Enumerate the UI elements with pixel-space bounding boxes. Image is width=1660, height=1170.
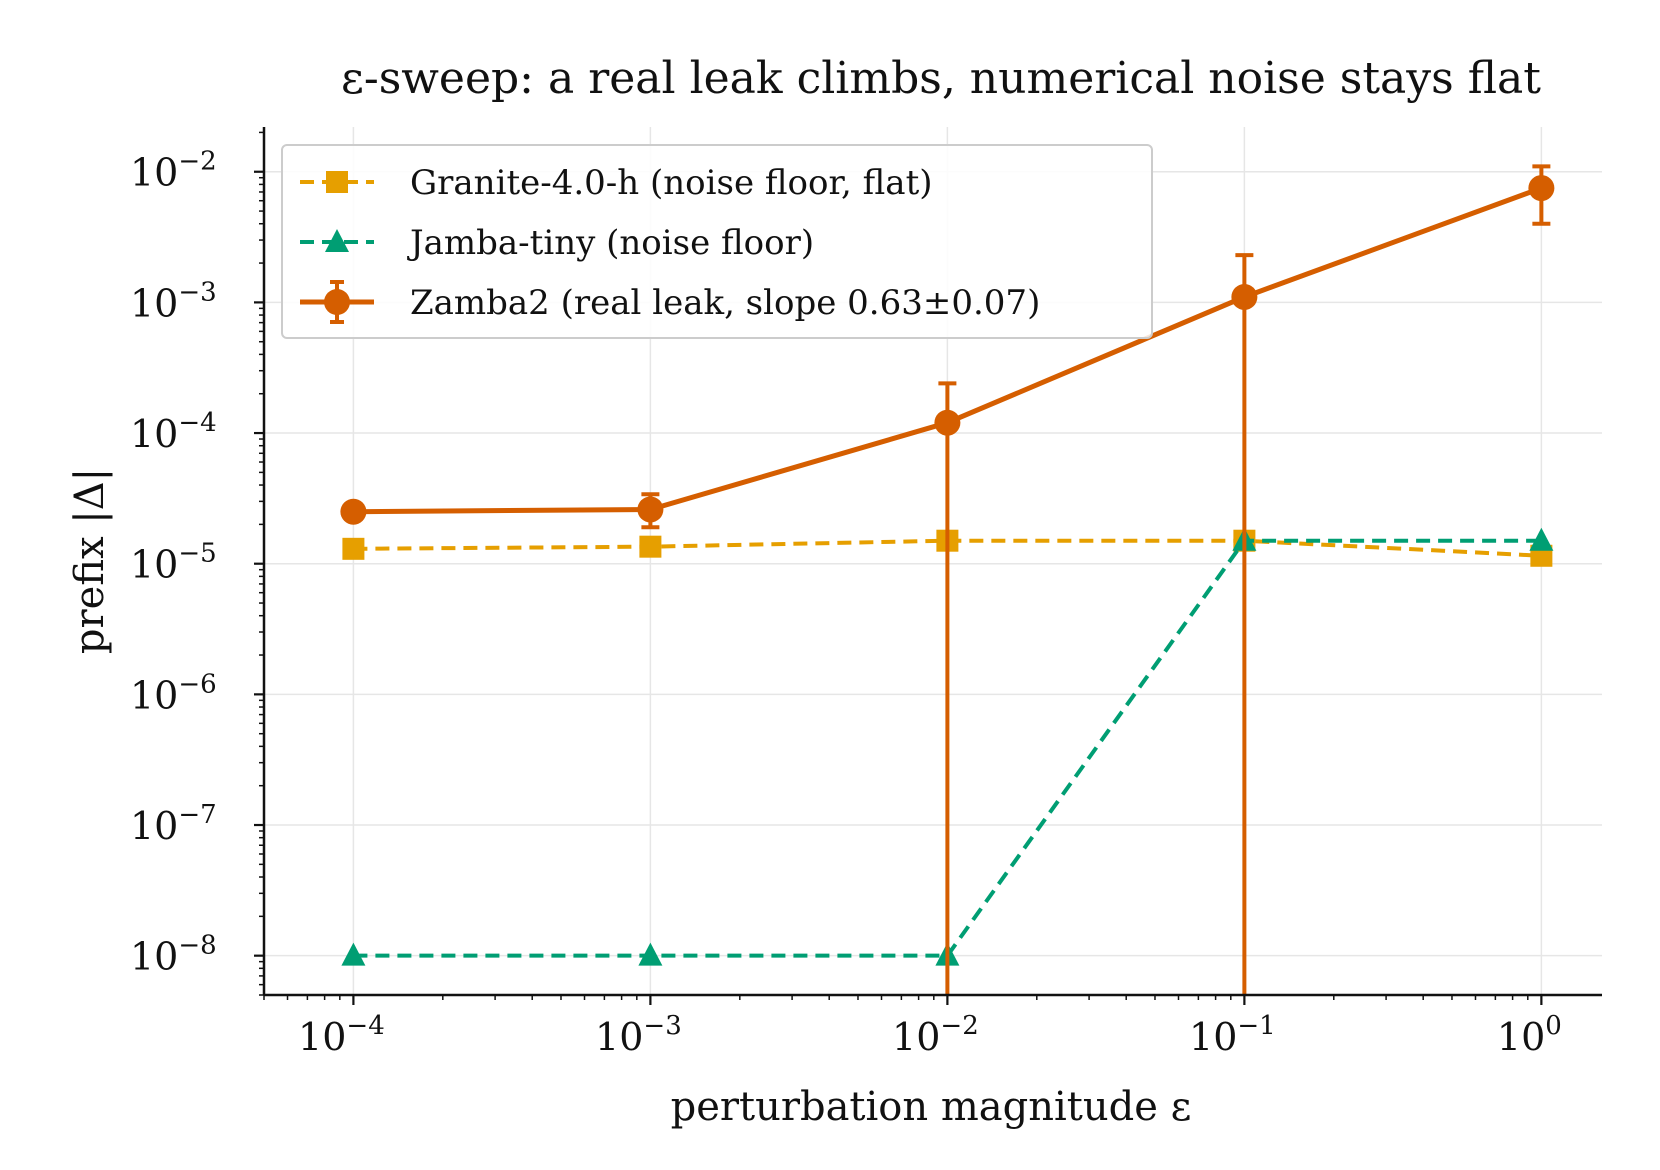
- y-tick-label: 10−6: [130, 669, 217, 717]
- data-point: [342, 537, 365, 560]
- data-point: [1529, 527, 1554, 551]
- data-point: [341, 942, 366, 966]
- legend: Granite-4.0-h (noise floor, flat) Jamba-t…: [281, 144, 1153, 339]
- legend-marker: [325, 229, 349, 252]
- data-point: [637, 496, 664, 523]
- y-tick-label: 10−5: [130, 539, 217, 587]
- data-point: [639, 535, 662, 558]
- legend-label: Zamba2 (real leak, slope 0.63±0.07): [410, 283, 1040, 323]
- legend-item: Granite-4.0-h (noise floor, flat): [300, 163, 933, 203]
- x-tick-label: 10−2: [892, 1011, 979, 1059]
- data-point: [340, 498, 367, 525]
- x-axis-label: perturbation magnitude ε: [671, 1084, 1192, 1130]
- data-point: [934, 409, 961, 436]
- y-tick-label: 10−8: [130, 931, 217, 979]
- y-tick-label: 10−4: [130, 408, 217, 456]
- data-point: [1231, 283, 1258, 310]
- series-layer: [340, 164, 1555, 995]
- chart-title: ε-sweep: a real leak climbs, numerical n…: [341, 53, 1541, 104]
- legend-label: Jamba-tiny (noise floor): [407, 223, 814, 263]
- y-tick-label: 10−7: [130, 800, 217, 848]
- series-zamba2: [340, 164, 1555, 995]
- data-point: [1528, 175, 1555, 202]
- legend-box: [281, 144, 1153, 339]
- axes: 10−4 10−3 10−2 10−1 100 10−8 10−7 10−6 10−5 10−4 1…: [130, 127, 1602, 1059]
- legend-item: Jamba-tiny (noise floor): [300, 223, 814, 263]
- x-tick-label: 10−3: [595, 1011, 682, 1059]
- y-tick-label: 10−3: [130, 277, 217, 325]
- data-point: [638, 942, 663, 966]
- x-tick-label: 10−4: [298, 1011, 385, 1059]
- legend-label: Granite-4.0-h (noise floor, flat): [410, 163, 933, 203]
- x-tick-label: 100: [1497, 1011, 1562, 1059]
- legend-marker: [326, 171, 348, 193]
- legend-item: Zamba2 (real leak, slope 0.63±0.07): [300, 280, 1040, 324]
- y-axis-label: prefix |Δ|: [67, 468, 113, 654]
- legend-marker: [324, 289, 350, 315]
- x-tick-label: 10−1: [1189, 1011, 1276, 1059]
- y-tick-label: 10−2: [130, 147, 217, 195]
